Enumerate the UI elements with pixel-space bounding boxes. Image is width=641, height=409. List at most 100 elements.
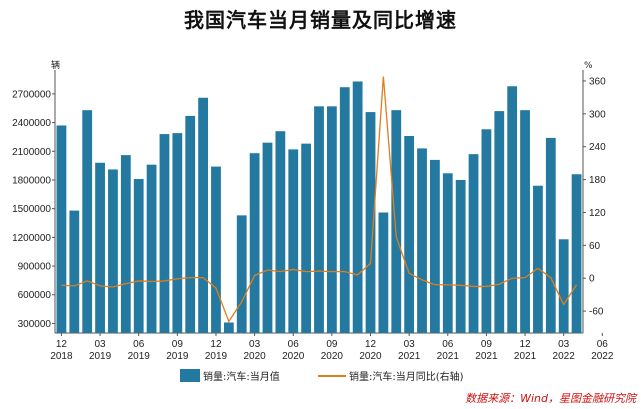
- bar-series: [56, 81, 582, 334]
- right-tick-label: 180: [589, 175, 606, 186]
- x-tick-year: 2021: [437, 351, 460, 362]
- x-tick-month: 06: [442, 339, 454, 350]
- bar: [507, 86, 518, 333]
- data-source-note: 数据来源：Wind，星图金融研究院: [465, 392, 636, 405]
- x-tick-year: 2022: [591, 351, 614, 362]
- bar: [365, 112, 376, 333]
- bar: [339, 87, 350, 334]
- x-tick-year: 2019: [128, 351, 151, 362]
- bar: [185, 115, 196, 333]
- bar: [468, 154, 479, 333]
- x-tick-year: 2021: [514, 351, 537, 362]
- right-tick-label: 60: [589, 241, 601, 252]
- x-tick-month: 12: [56, 339, 68, 350]
- bar: [275, 131, 286, 333]
- bar: [571, 174, 582, 333]
- bar: [455, 179, 466, 333]
- bar: [95, 162, 105, 333]
- bar: [442, 173, 453, 333]
- legend-bar-label: 销量:汽车:当月值: [203, 372, 280, 383]
- x-tick-month: 03: [404, 339, 416, 350]
- bar: [494, 111, 505, 334]
- x-tick-year: 2021: [398, 351, 421, 362]
- bar: [378, 212, 389, 333]
- bar: [545, 137, 556, 333]
- legend-bar-swatch: [180, 369, 200, 382]
- bar: [430, 159, 440, 333]
- bar: [558, 239, 569, 333]
- bar: [301, 143, 312, 333]
- x-tick-month: 09: [326, 339, 338, 350]
- bar: [82, 110, 93, 334]
- left-tick-label: 2400000: [12, 118, 51, 129]
- x-tick-year: 2019: [205, 351, 228, 362]
- left-tick-label: 600000: [18, 290, 52, 301]
- left-tick-label: 900000: [18, 262, 52, 273]
- bar: [236, 215, 247, 333]
- left-tick-label: 1200000: [12, 233, 51, 244]
- left-tick-label: 1500000: [12, 204, 51, 215]
- bar: [533, 185, 543, 333]
- right-tick-label: -60: [589, 307, 604, 318]
- line-series: [61, 76, 578, 323]
- x-tick-month: 06: [288, 339, 300, 350]
- bar: [223, 322, 234, 333]
- bar: [211, 166, 221, 333]
- bar: [120, 155, 131, 333]
- bar: [146, 164, 157, 333]
- chart-title: 我国汽车当月销量及同比增速: [184, 8, 457, 32]
- right-tick-label: 0: [589, 274, 595, 285]
- right-tick-label: 360: [589, 76, 606, 87]
- bar: [352, 81, 363, 333]
- x-tick-year: 2020: [243, 351, 266, 362]
- x-tick-month: 06: [597, 339, 609, 350]
- left-tick-label: 2700000: [12, 89, 51, 100]
- x-tick-year: 2022: [553, 351, 576, 362]
- left-axis-unit: 辆: [51, 59, 60, 71]
- bar: [262, 142, 273, 333]
- x-tick-year: 2019: [166, 351, 189, 362]
- x-tick-month: 12: [365, 339, 377, 350]
- bar: [404, 135, 415, 333]
- bar: [314, 106, 324, 333]
- left-tick-label: 300000: [18, 319, 52, 330]
- x-tick-year: 2020: [321, 351, 344, 362]
- x-tick-month: 09: [172, 339, 184, 350]
- x-tick-year: 2020: [282, 351, 305, 362]
- left-tick-label: 1800000: [12, 175, 51, 186]
- legend-line-label: 销量:汽车:当月同比(右轴): [349, 372, 464, 383]
- bar: [198, 97, 208, 333]
- right-tick-label: 300: [589, 109, 606, 120]
- bar: [159, 134, 170, 333]
- bar: [249, 153, 260, 333]
- x-tick-month: 03: [249, 339, 261, 350]
- bar: [108, 169, 118, 333]
- legend-line-swatch: [318, 375, 346, 377]
- x-tick-year: 2021: [475, 351, 498, 362]
- bar: [391, 110, 402, 334]
- bar: [481, 129, 492, 333]
- bar: [417, 148, 427, 333]
- bar: [172, 133, 183, 333]
- right-tick-label: 240: [589, 142, 606, 153]
- x-tick-year: 2019: [89, 351, 112, 362]
- x-tick-month: 09: [481, 339, 493, 350]
- bar: [326, 106, 337, 333]
- tick-labels: 辆 % 300000 600000 900000 1200000 1500000 180000…: [12, 59, 614, 362]
- bar: [133, 179, 144, 333]
- left-tick-label: 2100000: [12, 147, 51, 158]
- right-axis-unit: %: [584, 61, 593, 71]
- bar: [56, 125, 67, 334]
- x-tick-year: 2020: [359, 351, 382, 362]
- x-tick-month: 12: [210, 339, 222, 350]
- right-tick-label: 120: [589, 208, 606, 219]
- x-tick-year: 2018: [50, 351, 73, 362]
- x-tick-month: 03: [95, 339, 107, 350]
- bar: [288, 149, 299, 333]
- line-path: [61, 76, 578, 323]
- bar: [520, 110, 530, 334]
- bar: [69, 210, 80, 333]
- x-tick-month: 03: [558, 339, 570, 350]
- x-tick-month: 12: [519, 339, 531, 350]
